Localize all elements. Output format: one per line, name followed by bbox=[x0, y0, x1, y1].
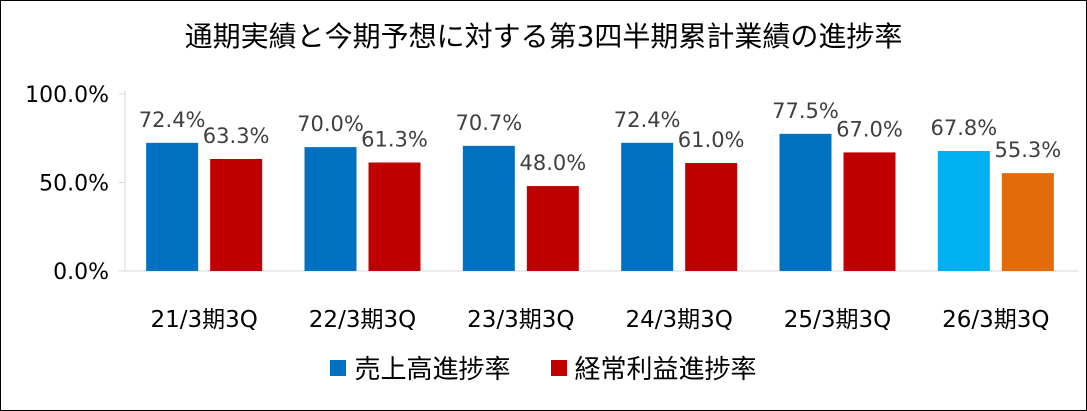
bar-ordinary-profit bbox=[526, 186, 579, 271]
x-tick-label: 21/3期3Q bbox=[150, 307, 257, 333]
legend-label-sales: 売上高進捗率 bbox=[354, 355, 511, 385]
bar-sales bbox=[304, 147, 357, 271]
bar-sales bbox=[462, 145, 515, 271]
y-tick-label: 100.0% bbox=[25, 83, 109, 108]
chart-legend: 売上高進捗率 経常利益進捗率 bbox=[1, 349, 1086, 386]
x-tick-label: 24/3期3Q bbox=[625, 307, 732, 333]
data-label-sales: 77.5% bbox=[772, 99, 839, 123]
data-label-sales: 70.7% bbox=[455, 111, 522, 135]
bar-ordinary-profit bbox=[210, 158, 263, 271]
data-label-sales: 67.8% bbox=[930, 116, 997, 140]
legend-swatch-ordinary-profit bbox=[550, 359, 567, 376]
legend-item-sales: 売上高進捗率 bbox=[330, 349, 511, 386]
data-label-sales: 72.4% bbox=[614, 108, 681, 132]
data-label-ordinary-profit: 55.3% bbox=[994, 138, 1061, 162]
y-tick-label: 50.0% bbox=[39, 172, 109, 197]
chart-title: 通期実績と今期予想に対する第3四半期累計業績の進捗率 bbox=[184, 20, 903, 53]
bar-chart-plot: 0.0%50.0%100.0%72.4%63.3%21/3期3Q70.0%61.… bbox=[25, 83, 1079, 333]
bar-sales bbox=[621, 142, 674, 271]
bar-ordinary-profit bbox=[368, 162, 421, 271]
data-label-ordinary-profit: 48.0% bbox=[519, 151, 586, 175]
x-tick-label: 22/3期3Q bbox=[309, 307, 416, 333]
legend-label-ordinary-profit: 経常利益進捗率 bbox=[574, 355, 757, 385]
x-tick-label: 26/3期3Q bbox=[942, 307, 1049, 333]
bar-ordinary-profit bbox=[685, 163, 738, 271]
bar-ordinary-profit bbox=[843, 152, 896, 271]
data-label-ordinary-profit: 61.3% bbox=[361, 127, 428, 151]
bar-ordinary-profit bbox=[1001, 173, 1054, 271]
data-label-ordinary-profit: 61.0% bbox=[678, 128, 745, 152]
x-tick-label: 23/3期3Q bbox=[467, 307, 574, 333]
data-label-sales: 70.0% bbox=[297, 112, 364, 136]
legend-swatch-sales bbox=[330, 359, 347, 376]
data-label-sales: 72.4% bbox=[139, 108, 206, 132]
bar-sales bbox=[779, 133, 832, 271]
bar-sales bbox=[937, 150, 990, 271]
y-tick-label: 0.0% bbox=[53, 260, 109, 285]
data-label-ordinary-profit: 67.0% bbox=[836, 117, 903, 141]
data-label-ordinary-profit: 63.3% bbox=[203, 124, 270, 148]
bar-sales bbox=[146, 142, 199, 271]
x-tick-label: 25/3期3Q bbox=[784, 307, 891, 333]
legend-item-ordinary-profit: 経常利益進捗率 bbox=[550, 349, 757, 386]
